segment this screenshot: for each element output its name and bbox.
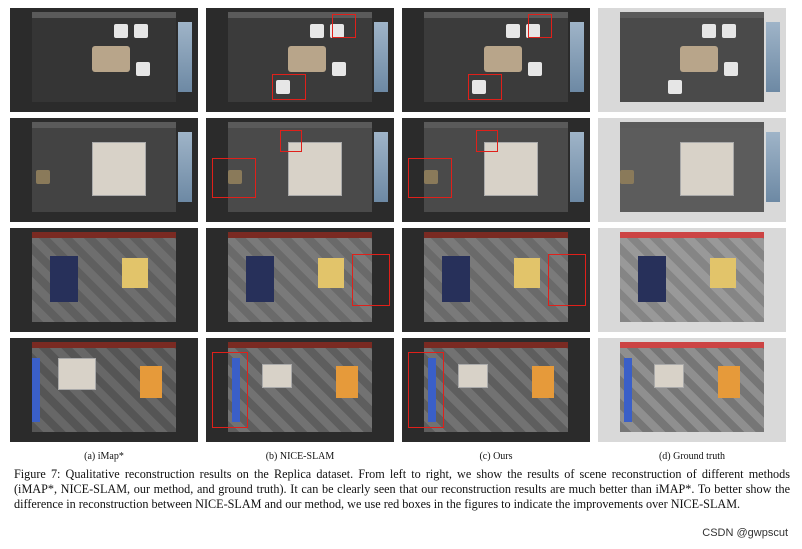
highlight-box (272, 74, 306, 100)
image-niceslam-scene-3 (206, 228, 394, 332)
image-groundtruth-scene-2 (598, 118, 786, 222)
highlight-box (280, 130, 302, 152)
highlight-box (332, 14, 356, 38)
image-ours-scene-3 (402, 228, 590, 332)
figure-row-4 (10, 338, 786, 444)
highlight-box (528, 14, 552, 38)
image-ours-scene-1 (402, 8, 590, 112)
panel-label-groundtruth: (d) Ground truth (658, 451, 726, 462)
image-niceslam-scene-2 (206, 118, 394, 222)
panel-label-imap: (a) iMap* (84, 451, 124, 462)
figure-caption: Figure 7: Qualitative reconstruction res… (14, 467, 790, 513)
panel-label-niceslam: (b) NICE-SLAM (265, 451, 335, 462)
image-imap-scene-2 (10, 118, 198, 222)
figure-row-1 (10, 8, 786, 114)
image-imap-scene-4 (10, 338, 198, 442)
figure-row-3 (10, 228, 786, 334)
highlight-box (212, 352, 248, 428)
figure-row-2 (10, 118, 786, 224)
highlight-box (352, 254, 390, 306)
highlight-box (212, 158, 256, 198)
panel-labels: (a) iMap* (b) NICE-SLAM (c) Ours (d) Gro… (10, 451, 786, 465)
image-niceslam-scene-4 (206, 338, 394, 442)
image-niceslam-scene-1 (206, 8, 394, 112)
image-groundtruth-scene-1 (598, 8, 786, 112)
highlight-box (408, 158, 452, 198)
highlight-box (468, 74, 502, 100)
image-groundtruth-scene-3 (598, 228, 786, 332)
highlight-box (408, 352, 444, 428)
highlight-box (476, 130, 498, 152)
caption-text: Figure 7: Qualitative reconstruction res… (14, 467, 790, 512)
panel-label-ours: (c) Ours (479, 451, 513, 462)
image-ours-scene-4 (402, 338, 590, 442)
image-ours-scene-2 (402, 118, 590, 222)
watermark: CSDN @gwpscut (700, 527, 790, 539)
image-imap-scene-3 (10, 228, 198, 332)
image-imap-scene-1 (10, 8, 198, 112)
image-groundtruth-scene-4 (598, 338, 786, 442)
highlight-box (548, 254, 586, 306)
